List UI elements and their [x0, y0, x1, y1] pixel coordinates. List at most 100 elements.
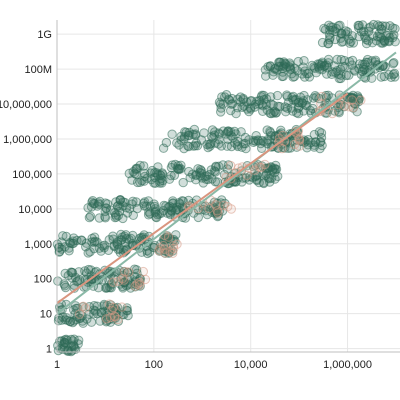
data-point: [324, 30, 335, 40]
y-tick-label: 100M: [24, 64, 52, 76]
data-point: [367, 73, 377, 83]
y-tick-label: 1,000,000: [3, 134, 52, 146]
y-tick-label: 10,000: [18, 204, 52, 216]
data-point: [227, 93, 237, 104]
data-point: [270, 63, 280, 74]
y-tick-label: 10: [40, 309, 52, 321]
data-point: [199, 128, 209, 138]
data-point: [80, 303, 91, 313]
data-point: [365, 22, 376, 32]
data-point: [311, 68, 321, 78]
data-point: [82, 314, 92, 324]
data-point: [308, 103, 318, 114]
data-point: [205, 141, 215, 151]
data-point: [212, 206, 223, 216]
data-point: [331, 23, 341, 34]
data-point: [250, 99, 261, 110]
data-point: [127, 175, 137, 185]
data-point: [132, 203, 143, 214]
data-point: [140, 197, 150, 207]
data-point: [300, 66, 310, 76]
data-point: [266, 131, 276, 141]
data-point: [59, 337, 70, 348]
data-point: [211, 161, 221, 172]
data-point: [270, 106, 280, 117]
data-point: [118, 213, 128, 224]
data-point: [292, 108, 302, 118]
data-point: [109, 311, 120, 321]
y-tick-label: 1,000: [24, 239, 52, 251]
data-point: [348, 38, 359, 48]
data-point: [358, 59, 368, 70]
data-point: [100, 212, 110, 222]
data-point: [130, 281, 140, 291]
data-point: [233, 141, 243, 152]
data-point: [341, 29, 351, 39]
data-point: [317, 57, 328, 67]
data-point: [340, 62, 350, 72]
data-point: [334, 73, 344, 84]
data-point: [193, 212, 204, 223]
data-point: [138, 266, 149, 277]
data-point: [309, 129, 320, 140]
data-point: [309, 142, 319, 152]
data-point: [89, 301, 99, 311]
data-point: [167, 129, 177, 139]
data-point: [236, 127, 246, 137]
data-point: [74, 309, 85, 319]
data-point: [73, 339, 83, 349]
x-tick-label: 1: [54, 359, 60, 371]
data-point: [189, 124, 200, 135]
data-point: [356, 95, 366, 105]
data-point: [60, 281, 70, 291]
data-point: [180, 127, 190, 137]
data-point: [83, 248, 93, 258]
data-point: [226, 204, 237, 214]
data-point: [101, 314, 112, 324]
y-tick-label: 1G: [37, 29, 52, 41]
data-point: [124, 234, 134, 245]
data-point: [165, 209, 176, 220]
data-point: [244, 175, 255, 185]
data-point: [163, 232, 174, 242]
data-point: [242, 104, 252, 114]
data-point: [190, 141, 201, 151]
fit-line: [56, 92, 349, 304]
data-point: [297, 69, 307, 79]
data-point: [88, 196, 98, 206]
data-point: [108, 302, 119, 313]
data-point: [92, 237, 102, 247]
data-point: [379, 37, 390, 47]
data-point: [271, 164, 282, 174]
data-point: [294, 135, 305, 145]
data-point: [142, 248, 153, 259]
data-point: [266, 99, 276, 109]
data-point: [264, 174, 275, 184]
data-point: [327, 108, 337, 119]
x-tick-label: 10,000: [234, 359, 268, 371]
data-point: [319, 23, 329, 34]
data-point: [84, 212, 95, 223]
data-point: [362, 54, 373, 65]
data-point: [256, 92, 267, 102]
data-point: [226, 127, 236, 137]
data-point: [53, 345, 64, 356]
data-point: [108, 234, 118, 244]
data-point: [260, 159, 270, 170]
data-point: [172, 239, 182, 249]
data-point: [102, 283, 113, 293]
data-point: [159, 244, 170, 254]
data-point: [260, 65, 271, 75]
data-point: [95, 196, 105, 207]
data-point: [231, 129, 241, 139]
data-point: [65, 237, 75, 248]
data-point: [178, 177, 188, 188]
data-point: [215, 99, 226, 109]
data-point: [207, 125, 218, 135]
data-point: [146, 168, 156, 178]
x-tick-label: 100: [145, 359, 163, 371]
data-point: [285, 63, 295, 73]
data-point: [389, 30, 399, 40]
axes: 1 10 100 1,000 10,000 100,000 1,000,000 10,000,…: [0, 20, 400, 371]
